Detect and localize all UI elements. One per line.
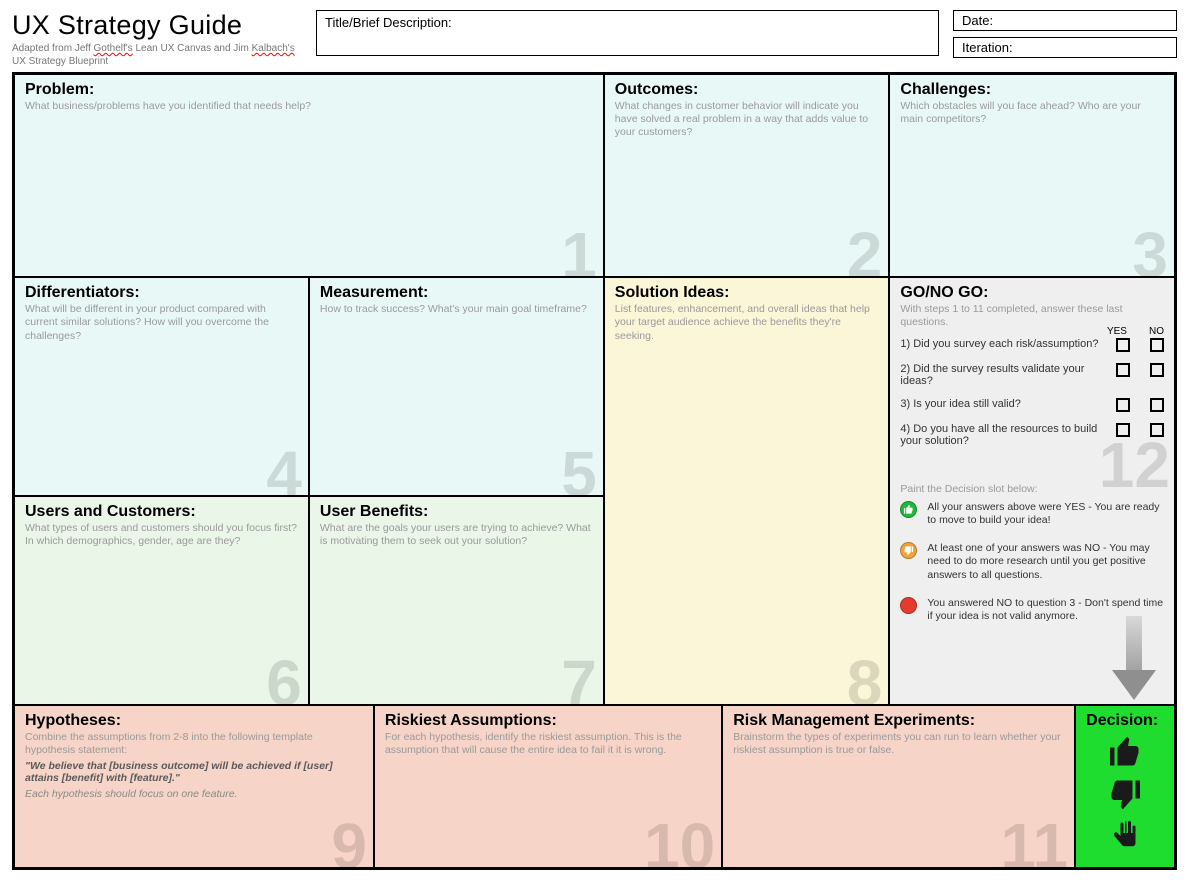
cell-title: Solution Ideas: bbox=[615, 284, 879, 302]
cell-number: 5 bbox=[561, 437, 597, 496]
cell-number: 10 bbox=[644, 809, 715, 868]
hypothesis-note: Each hypothesis should focus on one feat… bbox=[25, 788, 363, 800]
cell-hint: What types of users and customers should… bbox=[25, 522, 298, 548]
cell-title: User Benefits: bbox=[320, 503, 593, 521]
gonogo-q2: 2) Did the survey results validate your … bbox=[900, 363, 1116, 387]
cell-hint: What business/problems have you identifi… bbox=[25, 100, 593, 113]
legend-orange-text: At least one of your answers was NO - Yo… bbox=[927, 542, 1164, 583]
thumbs-down-icon bbox=[900, 542, 917, 559]
cell-hint: For each hypothesis, identify the riskie… bbox=[385, 731, 711, 757]
cell-hypotheses: Hypotheses: Combine the assumptions from… bbox=[14, 705, 374, 868]
cell-number: 11 bbox=[1000, 809, 1068, 868]
q2-no-checkbox[interactable] bbox=[1150, 363, 1164, 377]
thumbs-up-icon bbox=[900, 501, 917, 518]
cell-problem: Problem: What business/problems have you… bbox=[14, 74, 604, 277]
legend-green-text: All your answers above were YES - You ar… bbox=[927, 501, 1164, 528]
hypothesis-quote: "We believe that [business outcome] will… bbox=[25, 760, 363, 784]
cell-title: Hypotheses: bbox=[25, 712, 363, 730]
cell-title: Problem: bbox=[25, 81, 593, 99]
cell-hint: What will be different in your product c… bbox=[25, 303, 298, 342]
cell-outcomes: Outcomes: What changes in customer behav… bbox=[604, 74, 890, 277]
cell-differentiators: Differentiators: What will be different … bbox=[14, 277, 309, 495]
cell-hint: How to track success? What's your main g… bbox=[320, 303, 593, 316]
cell-number: 1 bbox=[561, 218, 597, 277]
cell-number: 7 bbox=[561, 646, 597, 705]
cell-users-customers: Users and Customers: What types of users… bbox=[14, 496, 309, 706]
cell-title: Challenges: bbox=[900, 81, 1164, 99]
date-input[interactable]: Date: bbox=[953, 10, 1177, 31]
cell-hint: Which obstacles will you face ahead? Who… bbox=[900, 100, 1164, 126]
q4-no-checkbox[interactable] bbox=[1150, 423, 1164, 437]
cell-title: GO/NO GO: bbox=[900, 284, 1164, 302]
q1-yes-checkbox[interactable] bbox=[1116, 338, 1130, 352]
iteration-input[interactable]: Iteration: bbox=[953, 37, 1177, 58]
arrow-down-icon bbox=[1112, 616, 1156, 705]
cell-riskiest-assumptions: Riskiest Assumptions: For each hypothesi… bbox=[374, 705, 722, 868]
no-header: NO bbox=[1149, 326, 1164, 337]
gonogo-q4: 4) Do you have all the resources to buil… bbox=[900, 423, 1116, 447]
cell-title: Users and Customers: bbox=[25, 503, 298, 521]
cell-hint: Brainstorm the types of experiments you … bbox=[733, 731, 1064, 757]
q2-yes-checkbox[interactable] bbox=[1116, 363, 1130, 377]
cell-measurement: Measurement: How to track success? What'… bbox=[309, 277, 604, 495]
cell-hint: Combine the assumptions from 2-8 into th… bbox=[25, 731, 363, 757]
q4-yes-checkbox[interactable] bbox=[1116, 423, 1130, 437]
canvas-grid: Problem: What business/problems have you… bbox=[12, 72, 1177, 870]
title-brief-input[interactable]: Title/Brief Description: bbox=[316, 10, 939, 56]
q1-no-checkbox[interactable] bbox=[1150, 338, 1164, 352]
q3-no-checkbox[interactable] bbox=[1150, 398, 1164, 412]
cell-title: Measurement: bbox=[320, 284, 593, 302]
q3-yes-checkbox[interactable] bbox=[1116, 398, 1130, 412]
cell-title: Outcomes: bbox=[615, 81, 879, 99]
cell-challenges: Challenges: Which obstacles will you fac… bbox=[889, 74, 1175, 277]
cell-risk-management: Risk Management Experiments: Brainstorm … bbox=[722, 705, 1075, 868]
hand-stop-icon bbox=[1107, 818, 1143, 854]
cell-title: Decision: bbox=[1086, 712, 1164, 730]
yes-header: YES bbox=[1107, 326, 1127, 337]
cell-go-no-go: GO/NO GO: With steps 1 to 11 completed, … bbox=[889, 277, 1175, 705]
cell-number: 9 bbox=[331, 809, 367, 868]
thumbs-down-icon bbox=[1107, 776, 1143, 812]
cell-user-benefits: User Benefits: What are the goals your u… bbox=[309, 496, 604, 706]
gonogo-q3: 3) Is your idea still valid? bbox=[900, 398, 1116, 410]
cell-solution-ideas: Solution Ideas: List features, enhanceme… bbox=[604, 277, 890, 705]
cell-decision: Decision: bbox=[1075, 705, 1175, 868]
cell-title: Riskiest Assumptions: bbox=[385, 712, 711, 730]
paint-instruction: Paint the Decision slot below: bbox=[900, 483, 1164, 495]
cell-hint: What changes in customer behavior will i… bbox=[615, 100, 879, 139]
cell-number: 8 bbox=[847, 646, 883, 705]
cell-hint: List features, enhancement, and overall … bbox=[615, 303, 879, 342]
cell-title: Risk Management Experiments: bbox=[733, 712, 1064, 730]
cell-hint: What are the goals your users are trying… bbox=[320, 522, 593, 548]
cell-number: 3 bbox=[1132, 218, 1168, 277]
cell-number: 6 bbox=[266, 646, 302, 705]
page-subtitle: Adapted from Jeff Gothelf's Lean UX Canv… bbox=[12, 42, 302, 68]
page-title: UX Strategy Guide bbox=[12, 10, 302, 41]
cell-title: Differentiators: bbox=[25, 284, 298, 302]
thumbs-up-icon bbox=[1107, 734, 1143, 770]
cell-number: 2 bbox=[847, 218, 883, 277]
gonogo-q1: 1) Did you survey each risk/assumption? bbox=[900, 338, 1116, 350]
cell-number: 4 bbox=[266, 437, 302, 496]
stop-icon bbox=[900, 597, 917, 614]
